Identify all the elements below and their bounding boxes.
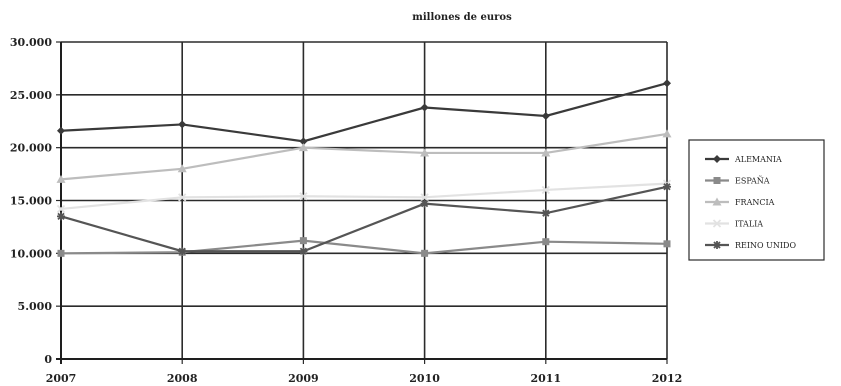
data-point-francia [298,143,308,152]
data-point-alemania [178,120,187,129]
legend-marker [712,197,722,206]
series-line-espana [60,239,668,255]
y-tick-label: 15.000 [10,195,52,208]
axes [56,41,668,364]
y-tick-label: 30.000 [10,36,52,49]
y-tick-label: 5.000 [18,300,53,313]
data-point-francia [420,148,430,157]
data-point-reino-unido [57,212,65,221]
legend-item-alemania: ALEMANIA [705,155,782,164]
legend-label: ALEMANIA [734,155,782,164]
series-line-italia [60,182,668,211]
legend-label: FRANCIA [735,198,775,207]
series-italia [56,179,672,214]
data-point-alemania [541,111,550,120]
data-point-alemania [420,103,429,112]
data-point-alemania [299,137,308,146]
data-point-alemania [663,79,671,88]
data-point-italia [541,185,550,195]
data-point-reino-unido [178,247,187,256]
x-tick-label: 2009 [288,372,319,385]
chart-title: millones de euros [412,12,512,23]
data-point-italia [299,192,308,201]
legend-label: ESPAÑA [735,177,770,186]
x-tick-label: 2012 [652,372,683,385]
legend-marker [713,241,721,249]
legend-item-reino-unido: REINO UNIDO [705,241,796,250]
legend-marker [712,219,722,228]
series-lines [56,79,672,257]
data-point-italia [178,193,187,202]
data-point-espana [421,249,429,257]
legend-marker [713,155,721,163]
series-alemania [57,79,671,146]
series-line-reino-unido [60,185,668,253]
data-point-francia [56,174,66,183]
data-point-reino-unido [663,182,671,191]
y-tick-label: 0 [44,353,52,366]
series-line-alemania [60,82,668,143]
data-point-italia [56,204,66,214]
y-tick-labels: 0 5.000 10.000 15.000 20.000 25.000 30.000 [10,36,52,366]
x-tick-label: 2008 [167,372,198,385]
series-francia [56,129,672,183]
legend-item-italia: ITALIA [705,219,763,229]
data-point-espana [57,249,65,257]
legend-marker [713,177,721,184]
y-tick-label: 10.000 [10,247,52,260]
data-point-espana [663,240,671,248]
legend-label: ITALIA [735,220,763,229]
y-tick-label: 25.000 [10,89,52,102]
y-tick-label: 20.000 [10,142,52,155]
data-point-reino-unido [420,199,429,208]
data-point-italia [420,193,429,202]
data-point-francia [541,148,551,157]
x-tick-label: 2007 [46,372,77,385]
legend: ALEMANIA ESPAÑA FRANCIA ITALIA REINO UNIDO [688,139,825,261]
data-point-alemania [57,126,65,135]
data-point-francia [662,129,672,138]
legend-label: REINO UNIDO [735,241,796,250]
legend-item-espana: ESPAÑA [705,177,770,186]
data-point-reino-unido [299,247,308,256]
data-point-francia [177,164,187,173]
x-tick-label: 2011 [530,372,561,385]
data-point-espana [542,238,550,246]
x-tick-labels: 2007 2008 2009 2010 2011 2012 [46,372,683,385]
x-tick-label: 2010 [409,372,440,385]
legend-item-francia: FRANCIA [705,197,775,207]
series-reino-unido [57,182,671,256]
data-point-reino-unido [541,209,550,218]
data-point-espana [299,237,307,245]
series-line-francia [60,132,668,181]
